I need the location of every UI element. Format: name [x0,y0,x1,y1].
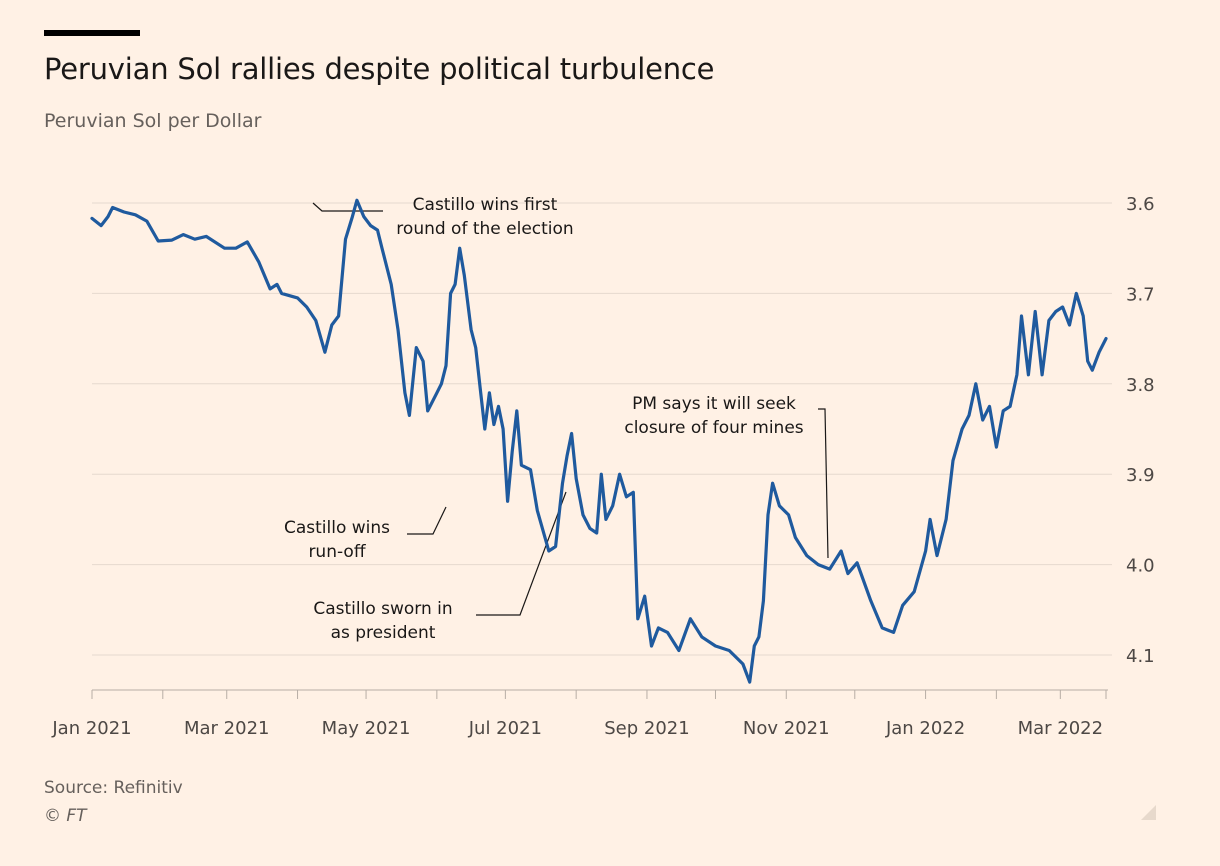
annotation-leader-line [407,506,447,535]
x-tick-label: Mar 2021 [184,718,270,739]
y-tick-label: 4.1 [1126,646,1155,667]
y-tick-label: 4.0 [1126,556,1155,577]
annotation-text: round of the election [396,219,573,239]
x-tick-label: Jul 2021 [468,718,542,739]
x-tick-label: Jan 2021 [51,718,131,739]
annotation-text: Castillo sworn in [313,599,452,619]
annotation-text: as president [331,623,436,643]
x-tick-label: Jan 2022 [885,718,965,739]
annotation-text: closure of four mines [624,418,803,438]
annotation-leader-line [312,202,383,212]
copyright-note: © FT [44,806,87,826]
annotation-text: Castillo wins first [413,195,558,215]
x-tick-label: Sep 2021 [604,718,689,739]
y-tick-label: 3.7 [1126,284,1155,305]
series-line [90,198,1108,684]
annotation-text: run-off [308,542,366,562]
source-note: Source: Refinitiv [44,778,183,798]
y-tick-label: 3.6 [1126,194,1155,215]
y-tick-label: 3.8 [1126,375,1155,396]
resize-corner-icon[interactable] [1138,802,1158,822]
chart-subtitle: Peruvian Sol per Dollar [44,110,262,132]
top-rule-bar [44,30,140,36]
annotation-leader-line [818,408,829,559]
x-tick-label: Mar 2022 [1018,718,1104,739]
annotation-leader-line [476,491,567,616]
x-tick-label: Nov 2021 [743,718,830,739]
chart-title: Peruvian Sol rallies despite political t… [44,52,715,86]
y-tick-label: 3.9 [1126,465,1155,486]
annotation-text: PM says it will seek [632,394,796,414]
x-tick-label: May 2021 [322,718,411,739]
annotation-text: Castillo wins [284,518,390,538]
